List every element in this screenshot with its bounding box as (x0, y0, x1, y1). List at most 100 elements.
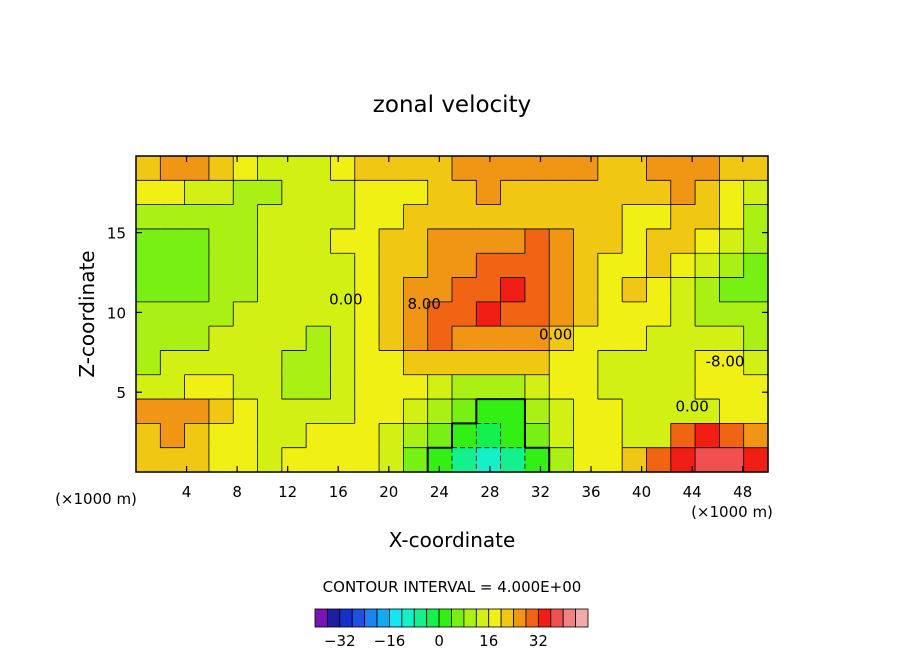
x-tick-label: 28 (480, 483, 499, 501)
field-cell (330, 350, 356, 376)
field-cell (549, 228, 575, 254)
field-cell (452, 447, 477, 473)
field-cell (670, 253, 696, 279)
y-axis-ticks: 5 10 15 (107, 225, 768, 402)
field-cell (427, 301, 453, 327)
field-cell (354, 204, 380, 230)
field-cell (306, 423, 332, 449)
field-cell (330, 326, 356, 352)
field-cell (281, 447, 307, 473)
field-cell (330, 180, 356, 206)
field-cell (281, 253, 307, 279)
contour-labels: 0.00 8.00 0.00 -8.00 0.00 (329, 290, 744, 415)
field-cell (452, 350, 477, 376)
field-cell (233, 204, 259, 230)
field-cell (573, 156, 599, 181)
field-cell (330, 204, 356, 230)
field-cell (524, 156, 550, 181)
field-cell (208, 253, 234, 279)
field-cell (573, 447, 599, 473)
field-cell (646, 180, 672, 206)
field-cell (597, 228, 623, 254)
field-cell (597, 423, 623, 449)
field-cell (670, 350, 696, 376)
field-cell (622, 326, 648, 352)
field-cell (549, 204, 575, 230)
field-cell (208, 423, 234, 449)
field-cell (306, 180, 332, 206)
field-cell (208, 301, 234, 327)
field-cell (500, 399, 526, 424)
field-cell (695, 423, 720, 449)
field-cell (695, 180, 720, 206)
field-cell (160, 228, 186, 254)
field-cell (597, 180, 623, 206)
field-cell (622, 277, 648, 303)
field-cell (719, 228, 745, 254)
colorbar-swatch (500, 608, 514, 628)
field-cell (208, 374, 234, 400)
field-cell (500, 277, 526, 303)
field-cell (549, 447, 575, 473)
field-cell (695, 326, 720, 352)
field-cell (136, 447, 161, 473)
field-cell (573, 399, 599, 424)
field-cell (257, 399, 283, 424)
field-cell (524, 301, 550, 327)
y-tick-label: 15 (107, 225, 126, 243)
field-cell (500, 326, 526, 352)
field-cell (306, 399, 332, 424)
field-cell (306, 350, 332, 376)
field-cell (160, 277, 186, 303)
field-cell (573, 350, 599, 376)
field-cell (281, 423, 307, 449)
field-cell (427, 277, 453, 303)
field-cell (281, 204, 307, 230)
colorbar-swatch (376, 608, 390, 628)
field-cell (184, 399, 210, 424)
field-cell (330, 253, 356, 279)
colorbar-swatch (525, 608, 539, 628)
field-cell (184, 374, 210, 400)
field-cell (549, 156, 575, 181)
field-cell (597, 326, 623, 352)
colorbar-swatch (537, 608, 552, 628)
field-cell (379, 399, 404, 424)
field-cell (427, 326, 453, 352)
field-cell (184, 277, 210, 303)
field-cell (233, 228, 259, 254)
field-cell (597, 399, 623, 424)
colorbar-swatch (426, 608, 440, 628)
field-cell (427, 156, 453, 181)
field-cell (136, 374, 161, 400)
plot-area: 0.00 8.00 0.00 -8.00 0.00 (135, 155, 769, 473)
field-cell (208, 447, 234, 473)
field-cell (743, 399, 769, 424)
colorbar-swatch (575, 608, 589, 628)
field-cell (257, 228, 283, 254)
field-cell (549, 399, 575, 424)
field-cell (500, 423, 526, 449)
field-cell (646, 277, 672, 303)
field-cell (379, 180, 404, 206)
field-cell (646, 253, 672, 279)
field-cell (573, 423, 599, 449)
field-cell (354, 447, 380, 473)
field-cell (500, 447, 526, 473)
field-cell (524, 277, 550, 303)
field-cell (160, 374, 186, 400)
field-cell (233, 350, 259, 376)
field-cell (670, 399, 696, 424)
field-cell (476, 277, 502, 303)
field-cell (160, 350, 186, 376)
field-cell (233, 374, 259, 400)
field-cell (549, 253, 575, 279)
field-cell (160, 301, 186, 327)
field-cell (257, 350, 283, 376)
colorbar-tick-label: −16 (374, 632, 406, 650)
colorbar-swatch (364, 608, 378, 628)
field-cell (403, 399, 429, 424)
field-cell (695, 277, 720, 303)
field-cell (646, 326, 672, 352)
